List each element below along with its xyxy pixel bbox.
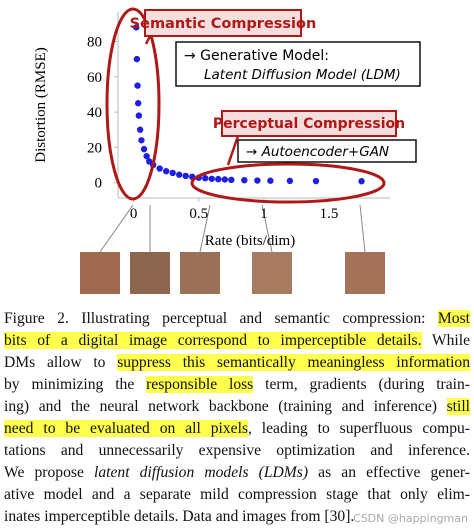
caption: Figure 2. Illustrating perceptual and se… bbox=[4, 308, 470, 528]
annotation: Perceptual Compression bbox=[213, 116, 405, 132]
caption-text: term, gradients (during train- bbox=[253, 376, 470, 393]
highlighted-text: still bbox=[446, 398, 470, 415]
point bbox=[134, 82, 141, 89]
face-image bbox=[80, 252, 120, 294]
caption-text: by minimizing the bbox=[4, 376, 147, 393]
point bbox=[221, 176, 228, 183]
point bbox=[133, 24, 140, 31]
x-axis-label: Rate (bits/dim) bbox=[205, 233, 295, 249]
arrow bbox=[144, 35, 152, 45]
caption-line: inates imperceptible details. Data and i… bbox=[4, 506, 470, 528]
point bbox=[136, 126, 144, 133]
caption-text: 30 bbox=[329, 508, 346, 525]
caption-text: While bbox=[421, 332, 470, 349]
y-tick-label: 60 bbox=[87, 70, 102, 86]
face-image bbox=[130, 252, 170, 294]
y-tick-label: 40 bbox=[87, 105, 102, 121]
point bbox=[202, 175, 209, 182]
caption-text: ]. bbox=[345, 508, 355, 525]
point bbox=[182, 172, 189, 180]
point bbox=[358, 178, 365, 185]
caption-line: Figure 2. Illustrating perceptual and se… bbox=[4, 308, 470, 330]
annotation: Latent Diffusion Model (LDM) bbox=[204, 67, 401, 83]
point bbox=[312, 177, 320, 185]
point bbox=[135, 112, 143, 119]
point bbox=[156, 165, 163, 172]
y-tick-label: 20 bbox=[87, 140, 102, 156]
face-image bbox=[252, 252, 292, 294]
highlighted-text: suppress this semantically meaningless i… bbox=[117, 354, 470, 371]
caption-text: Figure 2. Illustrating perceptual and se… bbox=[4, 310, 438, 327]
face-image bbox=[345, 252, 385, 294]
face-image bbox=[180, 252, 220, 294]
point bbox=[176, 171, 183, 178]
connector bbox=[199, 204, 211, 253]
connector bbox=[261, 204, 273, 253]
point bbox=[143, 152, 150, 160]
label-box bbox=[175, 41, 421, 87]
caption-line: tations and unnecessarily expensive opti… bbox=[4, 440, 470, 462]
point bbox=[254, 177, 261, 184]
caption-text: ative model and a separate mild compress… bbox=[4, 486, 470, 503]
y-tick-label: 80 bbox=[87, 34, 102, 50]
figure: Distortion (RMSE) Rate (bits/dim) 0 20 40 6… bbox=[33, 7, 421, 294]
point bbox=[133, 55, 141, 63]
y-axis-label: Distortion (RMSE) bbox=[33, 47, 49, 162]
highlighted-text: need to be evaluated on all pixels bbox=[4, 420, 248, 437]
point bbox=[215, 175, 222, 183]
highlight-ellipse bbox=[105, 7, 161, 201]
label-box bbox=[144, 9, 302, 37]
label-box bbox=[221, 110, 397, 137]
caption-line: bits of a digital image correspond to im… bbox=[4, 330, 470, 352]
watermark: CSDN @happingman bbox=[353, 512, 468, 525]
point bbox=[286, 177, 294, 185]
point bbox=[162, 167, 170, 175]
point bbox=[241, 176, 248, 184]
connector bbox=[99, 204, 134, 253]
caption-text: latent diffusion models (LDMs) bbox=[94, 464, 309, 481]
caption-text: , leading to superfluous compu- bbox=[247, 420, 470, 437]
caption-line: DMs allow to suppress this semantically … bbox=[4, 352, 470, 374]
caption-line: We propose latent diffusion models (LDMs… bbox=[4, 462, 470, 484]
point bbox=[228, 176, 235, 184]
caption-text: DMs allow to bbox=[4, 354, 118, 371]
annotation: → Generative Model: bbox=[184, 48, 329, 64]
highlight-ellipse bbox=[190, 162, 386, 204]
x-tick-label: 0 bbox=[130, 206, 138, 222]
point bbox=[208, 175, 215, 182]
label-box bbox=[237, 139, 417, 163]
caption-line: by minimizing the responsible loss term,… bbox=[4, 374, 470, 396]
caption-text: tations and unnecessarily expensive opti… bbox=[4, 442, 470, 459]
x-tick-label: 1 bbox=[260, 206, 268, 222]
caption-text: as an effective gener- bbox=[308, 464, 470, 481]
highlighted-text: bits of a digital image correspond to im… bbox=[4, 332, 422, 349]
caption-line: ing) and the neural network backbone (tr… bbox=[4, 396, 470, 418]
connector bbox=[359, 204, 366, 253]
y-tick-label: 0 bbox=[95, 176, 103, 192]
caption-text: ing) and the neural network backbone (tr… bbox=[4, 398, 447, 415]
caption-line: ative model and a separate mild compress… bbox=[4, 484, 470, 506]
point bbox=[138, 137, 145, 144]
caption-text: We propose bbox=[4, 464, 95, 481]
annotation: Semantic Compression bbox=[130, 16, 317, 32]
caption-text: inates imperceptible details. Data and i… bbox=[4, 508, 330, 525]
point bbox=[169, 169, 176, 177]
highlighted-text: responsible loss bbox=[146, 376, 254, 393]
caption-line: need to be evaluated on all pixels, lead… bbox=[4, 418, 470, 440]
point bbox=[134, 100, 142, 107]
arrow bbox=[226, 135, 240, 166]
highlighted-text: Most bbox=[437, 310, 470, 327]
x-tick-label: 1.5 bbox=[320, 206, 339, 222]
annotation: → Autoencoder+GAN bbox=[246, 144, 389, 160]
point bbox=[140, 145, 148, 153]
faces bbox=[80, 204, 385, 294]
x-tick-label: 0.5 bbox=[189, 206, 208, 222]
point bbox=[267, 177, 274, 184]
